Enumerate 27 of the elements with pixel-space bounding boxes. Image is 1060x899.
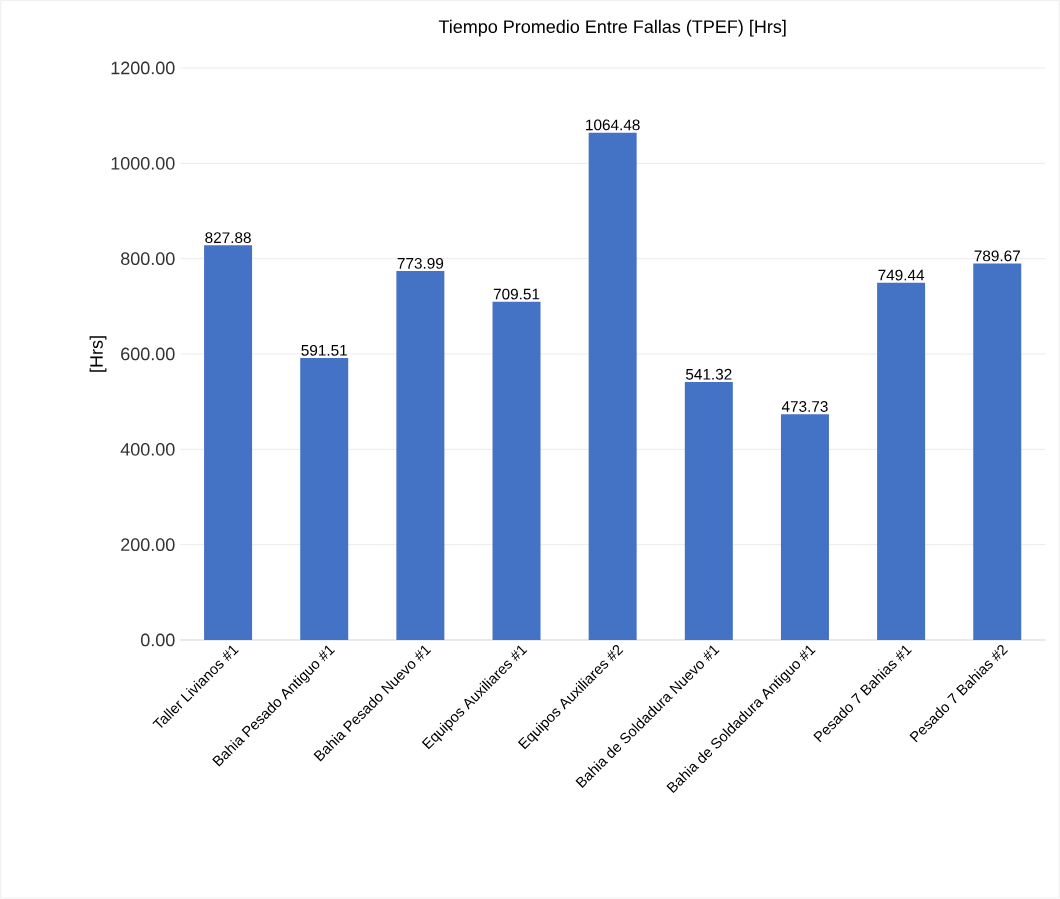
y-tick-label: 400.00 xyxy=(120,443,175,456)
bar xyxy=(780,414,829,641)
bar xyxy=(492,301,541,641)
y-tick-label: 600.00 xyxy=(121,347,175,361)
bar xyxy=(396,271,445,641)
y-tick-label: 200.00 xyxy=(121,538,175,552)
data-label: 473.73 xyxy=(781,401,828,413)
data-label: 789.67 xyxy=(974,250,1020,262)
bar xyxy=(877,282,926,641)
data-label: 827.88 xyxy=(205,232,251,244)
y-tick-label: 1000.00 xyxy=(111,157,175,170)
bar xyxy=(204,245,253,641)
y-tick-label: 800.00 xyxy=(121,252,175,266)
bar xyxy=(973,263,1022,641)
data-label: 541.32 xyxy=(685,369,732,380)
bar xyxy=(588,132,637,641)
data-label: 591.51 xyxy=(301,345,347,356)
data-label: 1064.48 xyxy=(586,119,640,131)
y-tick-label: 1200.00 xyxy=(111,61,175,75)
bar xyxy=(684,382,733,641)
data-label: 773.99 xyxy=(397,258,444,269)
y-axis-title: [Hrs] xyxy=(89,336,107,372)
chart-title: Tiempo Promedio Entre Fallas (TPEF) [Hrs] xyxy=(438,20,786,37)
y-tick-label: 0.00 xyxy=(140,633,175,647)
data-label: 709.51 xyxy=(493,288,540,300)
bar xyxy=(300,358,349,641)
data-label: 749.44 xyxy=(878,269,925,281)
